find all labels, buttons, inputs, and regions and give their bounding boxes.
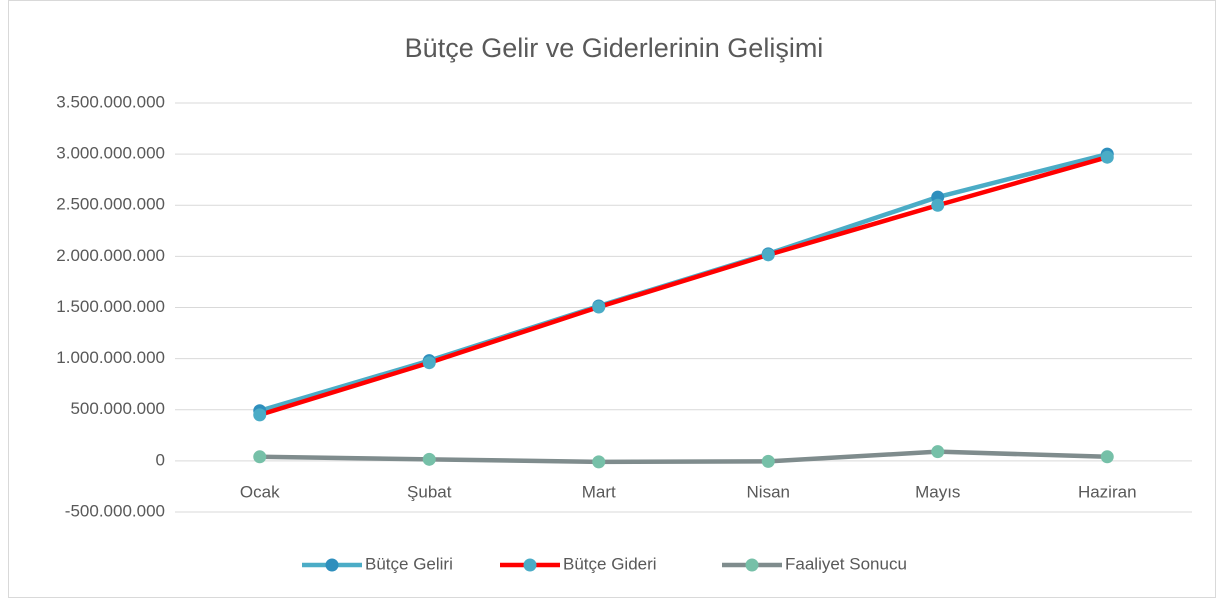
y-tick-label: 3.500.000.000 [56,92,165,111]
y-tick-label: 1.000.000.000 [56,348,165,367]
data-point [761,248,775,262]
y-tick-label: 2.000.000.000 [56,246,165,265]
x-tick-label: Ocak [240,482,280,501]
data-point [422,452,436,466]
legend-marker [745,558,759,572]
data-point [592,300,606,314]
x-tick-label: Nisan [747,482,790,501]
data-point [761,454,775,468]
data-point [253,408,267,422]
legend-marker [325,558,339,572]
legend-label: Bütçe Geliri [365,554,453,573]
y-tick-label: 500.000.000 [70,399,165,418]
y-tick-label: 1.500.000.000 [56,297,165,316]
x-tick-label: Şubat [407,482,452,501]
y-tick-label: -500.000.000 [65,501,165,520]
data-point [1100,150,1114,164]
legend-label: Bütçe Gideri [563,554,657,573]
data-point [931,198,945,212]
data-point [592,455,606,469]
legend-marker [523,558,537,572]
y-tick-label: 2.500.000.000 [56,195,165,214]
data-point [253,450,267,464]
x-tick-label: Mayıs [915,482,960,501]
y-tick-label: 0 [156,450,165,469]
legend-label: Faaliyet Sonucu [785,554,907,573]
x-tick-label: Haziran [1078,482,1137,501]
data-point [422,356,436,370]
chart-title: Bütçe Gelir ve Giderlerinin Gelişimi [405,33,824,63]
y-tick-label: 3.000.000.000 [56,144,165,163]
x-tick-label: Mart [582,482,616,501]
data-point [1100,450,1114,464]
series-line [259,155,1108,418]
series-line [259,449,1108,465]
chart-border [8,0,1216,598]
data-point [931,445,945,459]
